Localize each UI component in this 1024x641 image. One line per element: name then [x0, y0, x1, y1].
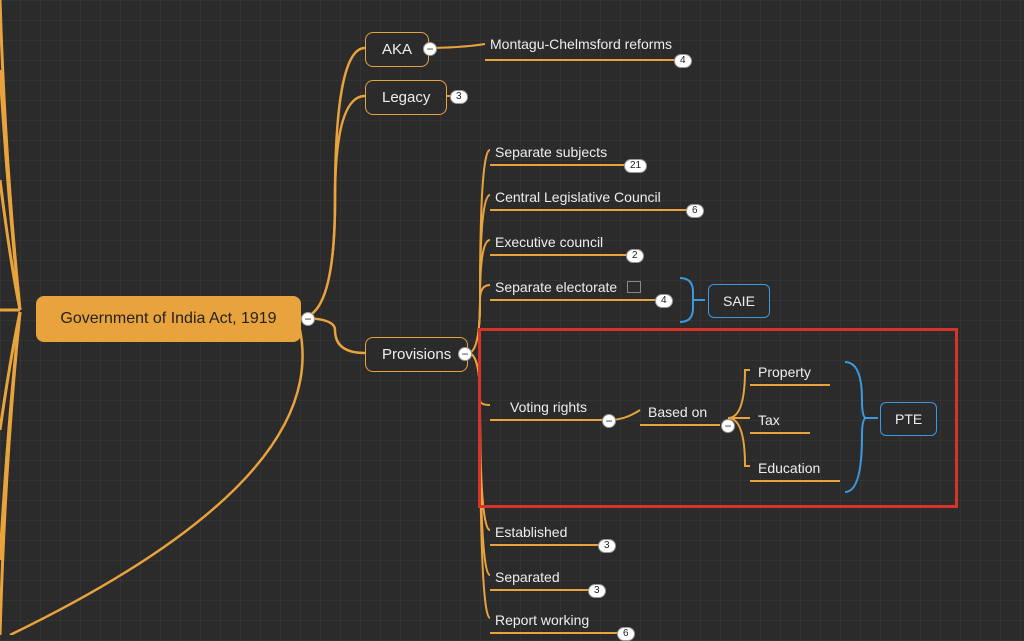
leaf-montagu[interactable]: Montagu-Chelmsford reforms [490, 36, 672, 52]
tag-saie-label: SAIE [723, 293, 755, 309]
leaf-exec[interactable]: Executive council [495, 234, 603, 250]
badge-separated[interactable]: 3 [588, 584, 606, 598]
leaf-sep-subjects[interactable]: Separate subjects [495, 144, 607, 160]
branch-legacy-label: Legacy [382, 89, 430, 106]
tax-label: Tax [758, 412, 780, 428]
branch-aka[interactable]: AKA [365, 32, 429, 67]
note-icon[interactable] [627, 281, 641, 293]
basedon-toggle[interactable]: − [721, 419, 735, 433]
branch-provisions[interactable]: Provisions [365, 337, 468, 372]
sep-electorate-label: Separate electorate [495, 279, 617, 295]
basedon-label: Based on [648, 404, 707, 420]
leaf-voting[interactable]: Voting rights [510, 399, 587, 415]
leaf-montagu-label: Montagu-Chelmsford reforms [490, 36, 672, 52]
clc-label: Central Legislative Council [495, 189, 661, 205]
leaf-basedon[interactable]: Based on [648, 404, 707, 420]
leaf-report[interactable]: Report working [495, 612, 589, 628]
aka-toggle[interactable]: − [423, 42, 437, 56]
sep-subjects-label: Separate subjects [495, 144, 607, 160]
badge-sep-subjects[interactable]: 21 [624, 159, 647, 173]
leaf-established[interactable]: Established [495, 524, 567, 540]
separated-label: Separated [495, 569, 560, 585]
education-label: Education [758, 460, 820, 476]
voting-label: Voting rights [510, 399, 587, 415]
root-toggle[interactable]: − [301, 312, 315, 326]
badge-established[interactable]: 3 [598, 539, 616, 553]
tag-pte-label: PTE [895, 411, 922, 427]
established-label: Established [495, 524, 567, 540]
tag-saie[interactable]: SAIE [708, 284, 770, 318]
badge-legacy[interactable]: 3 [450, 90, 468, 104]
root-node[interactable]: Government of India Act, 1919 [36, 296, 301, 342]
property-label: Property [758, 364, 811, 380]
leaf-tax[interactable]: Tax [758, 412, 780, 428]
exec-label: Executive council [495, 234, 603, 250]
badge-montagu[interactable]: 4 [674, 54, 692, 68]
badge-report[interactable]: 6 [617, 627, 635, 641]
leaf-property[interactable]: Property [758, 364, 811, 380]
leaf-separated[interactable]: Separated [495, 569, 560, 585]
provisions-toggle[interactable]: − [458, 347, 472, 361]
badge-sep-electorate[interactable]: 4 [655, 294, 673, 308]
leaf-clc[interactable]: Central Legislative Council [495, 189, 661, 205]
badge-exec[interactable]: 2 [626, 249, 644, 263]
voting-toggle[interactable]: − [602, 414, 616, 428]
branch-legacy[interactable]: Legacy [365, 80, 447, 115]
leaf-education[interactable]: Education [758, 460, 820, 476]
tag-pte[interactable]: PTE [880, 402, 937, 436]
report-label: Report working [495, 612, 589, 628]
branch-aka-label: AKA [382, 41, 412, 58]
root-label: Government of India Act, 1919 [60, 310, 276, 328]
leaf-sep-electorate[interactable]: Separate electorate [495, 279, 641, 295]
branch-provisions-label: Provisions [382, 346, 451, 363]
badge-clc[interactable]: 6 [686, 204, 704, 218]
